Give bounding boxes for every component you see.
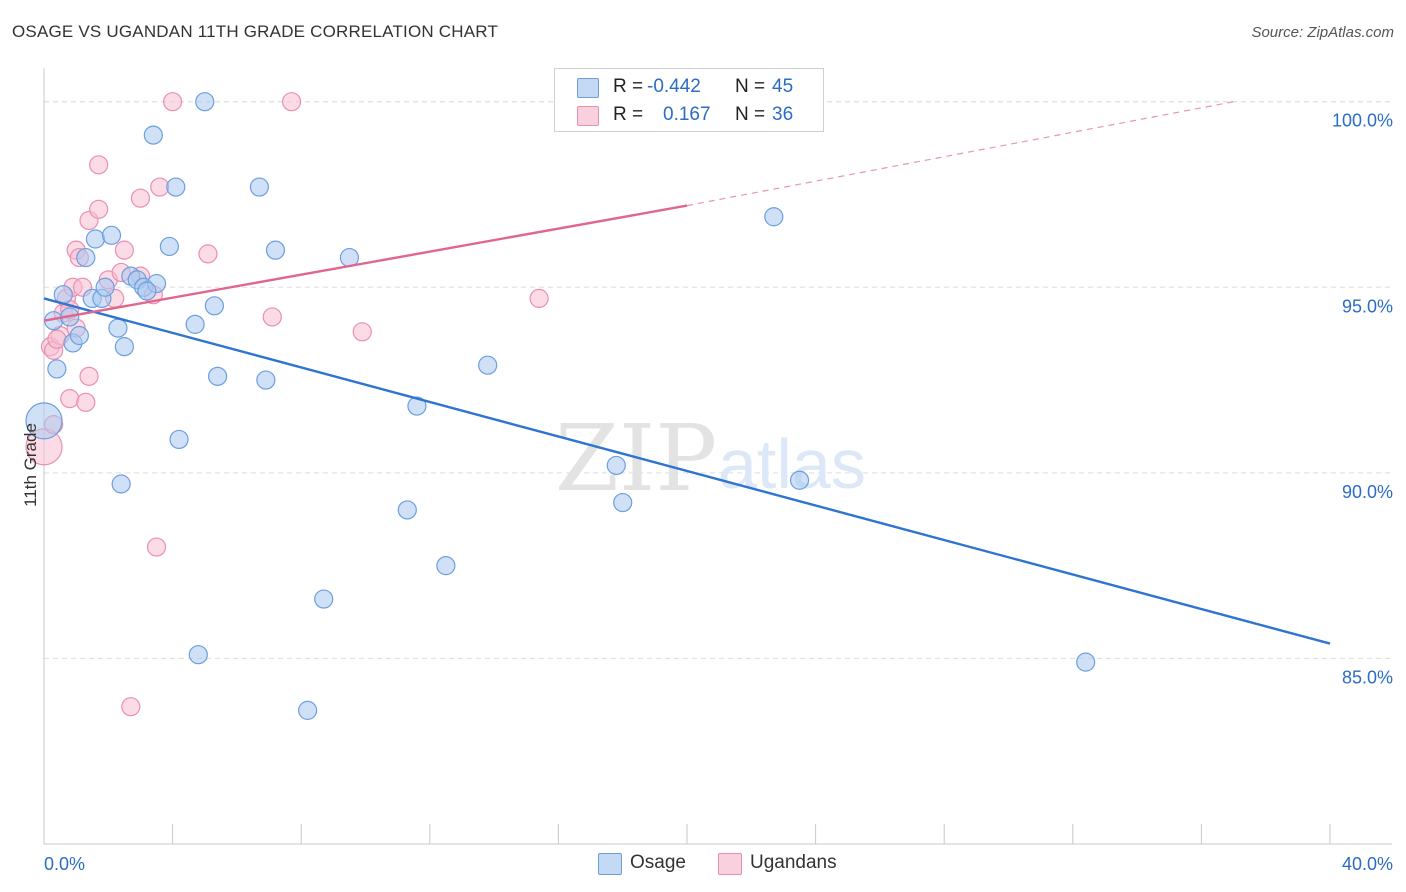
osage-point [1076, 652, 1096, 672]
ugandans-point [262, 307, 282, 327]
osage-point [114, 337, 134, 357]
osage-point [195, 92, 215, 112]
osage-point [101, 225, 122, 245]
osage-n-value: 45 [772, 76, 794, 97]
osage-point [613, 492, 633, 513]
ugandans-point [150, 177, 170, 197]
osage-point [606, 455, 626, 476]
ugandans-point [529, 288, 549, 309]
tick-labels: 85.0% 90.0% 95.0% 100.0% 0.0% 40.0% [44, 111, 1393, 874]
osage-point [169, 429, 189, 450]
ugandans-point [130, 188, 151, 208]
osage-point [166, 177, 186, 197]
legend-row-ugandans: R = 0.167 N = 36 [555, 101, 823, 129]
osage-r-label: R = [613, 76, 644, 97]
ugandans-trend-line [43, 204, 688, 322]
osage-n-label: N = [735, 76, 766, 97]
osage-point [25, 402, 63, 440]
osage-trend-line [43, 297, 1331, 645]
trend-lines [43, 101, 1331, 645]
ugandans-point [114, 240, 134, 260]
legend-row-osage: R = -0.442 N = 45 [555, 73, 823, 101]
osage-point [159, 236, 179, 257]
ugandans-point [121, 697, 141, 717]
data-points [25, 92, 1096, 720]
osage-point [188, 645, 208, 665]
y-tick-label: 85.0% [1342, 667, 1393, 687]
y-tick-label: 100.0% [1332, 111, 1393, 131]
watermark: ZIP atlas [555, 405, 866, 512]
ugandans-point [198, 244, 218, 264]
osage-point [204, 296, 224, 316]
osage-point [208, 366, 228, 386]
watermark-atlas: atlas [718, 425, 866, 503]
ugandans-point [281, 92, 302, 112]
osage-point [185, 314, 205, 334]
correlation-legend: R = -0.442 N = 45 R = 0.167 N = 36 [554, 68, 824, 132]
osage-swatch-icon [577, 78, 599, 98]
ugandans-point [89, 155, 109, 175]
y-tick-label: 90.0% [1342, 482, 1393, 502]
osage-legend-swatch-icon [598, 853, 622, 875]
ugandans-trend-extension [686, 101, 1234, 207]
osage-point [108, 318, 128, 338]
osage-point [478, 355, 498, 375]
osage-point [95, 277, 115, 297]
x-tick-label: 0.0% [44, 854, 85, 874]
source-label: Source: ZipAtlas.com [1251, 24, 1394, 41]
ugandans-point [47, 329, 67, 349]
ugandans-r-value: 0.167 [663, 104, 711, 125]
y-tick-label: 95.0% [1342, 296, 1393, 316]
osage-point [764, 207, 784, 227]
osage-point [249, 177, 270, 197]
osage-r-value: -0.442 [647, 76, 701, 97]
ugandans-point [89, 199, 109, 219]
osage-point [76, 247, 96, 268]
x-tick-label: 40.0% [1342, 854, 1393, 874]
osage-point [298, 700, 318, 720]
ugandans-point [163, 92, 183, 112]
osage-point [47, 359, 67, 379]
osage-point [789, 470, 810, 490]
osage-point [397, 500, 417, 520]
ugandans-n-value: 36 [772, 104, 794, 125]
osage-point [137, 281, 157, 301]
ugandans-point [352, 322, 372, 342]
osage-point [436, 556, 456, 576]
chart-title: OSAGE VS UGANDAN 11TH GRADE CORRELATION … [12, 22, 499, 41]
osage-point [265, 240, 286, 260]
osage-point [314, 589, 334, 609]
y-axis-label: 11th Grade [21, 423, 40, 507]
osage-point [69, 325, 89, 346]
osage-point [111, 474, 131, 494]
ugandans-point [79, 366, 99, 386]
gridlines [44, 101, 1392, 659]
osage-point [256, 370, 276, 390]
ugandans-swatch-icon [577, 106, 599, 126]
osage-point [85, 229, 106, 249]
ugandans-point [60, 389, 80, 409]
ugandans-point [76, 392, 96, 412]
ugandans-n-label: N = [735, 104, 766, 125]
osage-legend-label: Osage [630, 852, 686, 873]
ugandans-legend-label: Ugandans [750, 852, 837, 873]
ugandans-legend-swatch-icon [718, 853, 742, 875]
ugandans-r-label: R = [613, 104, 644, 125]
osage-point [143, 125, 163, 145]
osage-point [407, 396, 427, 416]
ugandans-point [146, 537, 167, 557]
